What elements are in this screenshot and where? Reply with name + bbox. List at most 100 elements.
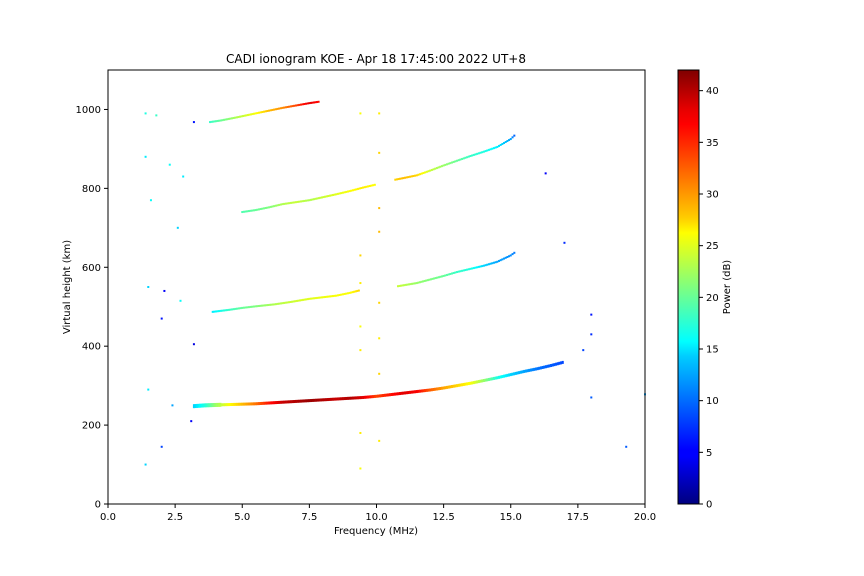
echo-point-0-32: [244, 402, 247, 406]
x-tick-label: 7.5: [301, 512, 317, 523]
echo-point-1-74: [330, 295, 333, 298]
echo-point-2-42: [464, 269, 467, 272]
echo-point-3-72: [360, 187, 363, 190]
echo-point-4-53: [482, 150, 485, 153]
echo-point-6-0: [359, 467, 362, 470]
echo-point-0-103: [363, 395, 366, 399]
echo-point-3-38: [305, 199, 308, 202]
echo-point-4-21: [429, 169, 432, 172]
echo-point-3-78: [370, 184, 373, 187]
echo-point-1-39: [275, 303, 278, 306]
echo-point-4-8: [407, 176, 410, 179]
echo-point-1-90: [356, 289, 359, 292]
echo-point-0-99: [357, 396, 360, 400]
echo-point-0-162: [462, 382, 465, 386]
echo-point-0-121: [393, 392, 396, 396]
echo-point-0-221: [561, 360, 564, 364]
echo-point-3-73: [362, 186, 365, 189]
echo-point-7-8: [160, 317, 163, 320]
echo-point-4-63: [499, 143, 502, 146]
echo-point-0-52: [278, 400, 281, 404]
echo-point-0-152: [445, 385, 448, 389]
echo-point-2-48: [474, 266, 477, 269]
echo-point-2-20: [428, 278, 431, 281]
plot-area: [107, 69, 646, 505]
echo-point-0-67: [303, 399, 306, 403]
echo-point-4-70: [511, 136, 514, 139]
echo-point-2-52: [481, 265, 484, 268]
echo-point-0-40: [258, 402, 261, 406]
echo-point-4-32: [447, 162, 450, 165]
echo-point-1-7: [222, 309, 225, 312]
echo-point-5-33: [261, 111, 264, 114]
echo-point-1-25: [252, 305, 255, 308]
colorbar-tick-label: 35: [706, 138, 719, 149]
echo-point-0-138: [422, 389, 425, 393]
echo-point-3-54: [330, 194, 333, 197]
echo-point-0-41: [259, 401, 262, 405]
echo-point-1-68: [321, 296, 324, 299]
echo-point-1-40: [276, 302, 279, 305]
scatter-points: [144, 100, 646, 470]
echo-point-1-30: [260, 304, 263, 307]
echo-point-1-35: [268, 303, 271, 306]
colorbar-tick-label: 0: [706, 500, 712, 511]
echo-point-3-50: [324, 195, 327, 198]
echo-point-2-9: [411, 282, 414, 285]
echo-point-3-75: [365, 185, 368, 188]
echo-point-5-27: [251, 113, 254, 116]
echo-point-0-197: [521, 370, 524, 374]
echo-point-5-14: [231, 117, 234, 120]
echo-point-6-10: [378, 301, 381, 304]
echo-point-3-13: [263, 207, 266, 210]
echo-point-0-46: [268, 401, 271, 405]
echo-point-0-164: [466, 382, 469, 386]
echo-point-2-31: [445, 273, 448, 276]
echo-point-1-49: [291, 300, 294, 303]
echo-point-7-1: [147, 388, 150, 391]
echo-point-0-127: [404, 391, 407, 395]
echo-point-0-55: [283, 400, 286, 404]
echo-point-0-80: [325, 398, 328, 402]
echo-point-4-69: [509, 138, 512, 141]
echo-point-2-19: [426, 279, 429, 282]
x-tick-label: 15.0: [500, 512, 522, 523]
echo-point-2-40: [461, 269, 464, 272]
echo-point-0-31: [242, 402, 245, 406]
echo-point-0-198: [523, 369, 526, 373]
echo-point-1-60: [308, 297, 311, 300]
echo-point-2-61: [496, 260, 499, 263]
echo-point-5-65: [314, 101, 317, 104]
echo-point-0-42: [261, 401, 264, 405]
echo-point-0-0: [192, 404, 195, 409]
echo-point-4-17: [422, 171, 425, 174]
echo-point-0-202: [529, 368, 532, 372]
echo-point-0-95: [350, 396, 353, 400]
echo-point-2-28: [441, 275, 444, 278]
echo-point-4-46: [471, 154, 474, 157]
echo-point-5-41: [274, 108, 277, 111]
echo-point-0-141: [427, 388, 430, 392]
echo-point-0-213: [548, 364, 551, 368]
echo-point-1-21: [246, 306, 249, 309]
colorbar-gradient: [677, 69, 700, 505]
echo-point-4-6: [404, 176, 407, 179]
echo-point-0-21: [226, 403, 229, 407]
echo-point-0-167: [471, 381, 474, 385]
echo-point-0-98: [355, 396, 358, 400]
echo-point-4-3: [399, 177, 402, 180]
echo-point-5-20: [240, 115, 243, 118]
echo-point-0-211: [544, 365, 547, 369]
echo-point-2-39: [459, 270, 462, 273]
echo-point-0-24: [231, 402, 234, 406]
echo-point-0-112: [378, 394, 381, 398]
echo-point-6-9: [378, 337, 381, 340]
echo-point-4-47: [472, 153, 475, 156]
echo-point-5-29: [254, 112, 257, 115]
colorbar: 0 5 10 15 20 25 30 35 40 Power (dB): [677, 69, 733, 511]
echo-point-0-34: [247, 402, 250, 406]
echo-point-3-21: [276, 204, 279, 207]
echo-point-2-17: [423, 279, 426, 282]
echo-point-2-32: [447, 273, 450, 276]
